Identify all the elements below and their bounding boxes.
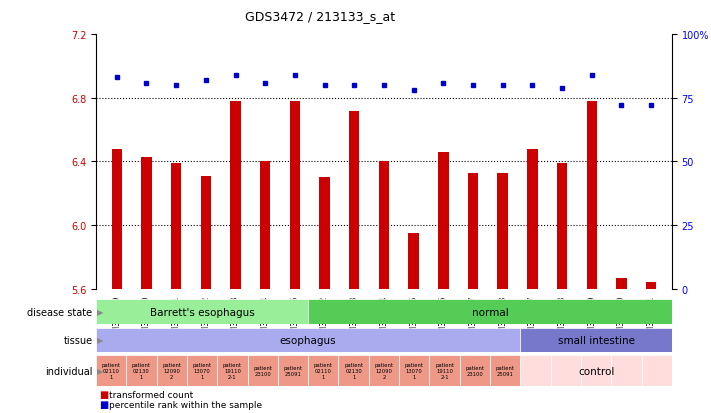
Text: Barrett's esophagus: Barrett's esophagus (150, 307, 255, 317)
Bar (319, 178, 330, 289)
Bar (527, 150, 538, 289)
Text: patient
02110
1: patient 02110 1 (102, 362, 121, 379)
Bar (369, 355, 399, 386)
Bar (520, 355, 550, 386)
Text: ▶: ▶ (97, 366, 104, 375)
Bar (399, 355, 429, 386)
Bar (550, 355, 581, 386)
Text: patient
13070
1: patient 13070 1 (405, 362, 424, 379)
Bar (96, 299, 308, 324)
Text: patient
25091: patient 25091 (284, 365, 302, 376)
Text: patient
23100: patient 23100 (466, 365, 484, 376)
Text: patient
12090
2: patient 12090 2 (162, 362, 181, 379)
Bar (429, 355, 460, 386)
Bar (96, 328, 520, 352)
Bar (96, 355, 127, 386)
Bar (247, 355, 278, 386)
Bar (490, 355, 520, 386)
Bar (498, 173, 508, 289)
Bar (520, 328, 672, 352)
Bar (187, 355, 218, 386)
Bar (141, 157, 151, 289)
Bar (278, 355, 308, 386)
Text: patient
02130
1: patient 02130 1 (132, 362, 151, 379)
Text: tissue: tissue (63, 335, 92, 345)
Bar (379, 162, 389, 289)
Bar (460, 355, 490, 386)
Bar (338, 355, 369, 386)
Text: patient
19110
2-1: patient 19110 2-1 (435, 362, 454, 379)
Text: patient
25091: patient 25091 (496, 365, 515, 376)
Text: patient
13070
1: patient 13070 1 (193, 362, 212, 379)
Bar (171, 164, 181, 289)
Bar (641, 355, 672, 386)
Bar (230, 102, 241, 289)
Text: percentile rank within the sample: percentile rank within the sample (109, 400, 262, 409)
Bar (557, 164, 567, 289)
Bar (308, 299, 672, 324)
Text: patient
23100: patient 23100 (253, 365, 272, 376)
Text: ■: ■ (100, 399, 109, 409)
Text: patient
02130
1: patient 02130 1 (344, 362, 363, 379)
Text: normal: normal (471, 307, 508, 317)
Bar (408, 233, 419, 289)
Text: ▶: ▶ (97, 335, 104, 344)
Bar (201, 176, 211, 289)
Bar (616, 278, 626, 289)
Bar (349, 112, 360, 289)
Bar (611, 355, 641, 386)
Bar (127, 355, 156, 386)
Bar (289, 102, 300, 289)
Bar (112, 150, 122, 289)
Text: GDS3472 / 213133_s_at: GDS3472 / 213133_s_at (245, 10, 395, 23)
Text: small intestine: small intestine (557, 335, 635, 345)
Bar (646, 283, 656, 289)
Bar (581, 355, 611, 386)
Bar (218, 355, 247, 386)
Text: ▶: ▶ (97, 307, 104, 316)
Text: ■: ■ (100, 389, 109, 399)
Text: patient
02110
1: patient 02110 1 (314, 362, 333, 379)
Text: transformed count: transformed count (109, 390, 193, 399)
Bar (308, 355, 338, 386)
Text: individual: individual (45, 366, 92, 376)
Text: control: control (578, 366, 614, 376)
Bar (260, 162, 270, 289)
Text: patient
12090
2: patient 12090 2 (375, 362, 393, 379)
Text: patient
19110
2-1: patient 19110 2-1 (223, 362, 242, 379)
Bar (156, 355, 187, 386)
Bar (438, 152, 449, 289)
Text: disease state: disease state (27, 307, 92, 317)
Bar (587, 102, 597, 289)
Text: esophagus: esophagus (280, 335, 336, 345)
Bar (468, 173, 479, 289)
